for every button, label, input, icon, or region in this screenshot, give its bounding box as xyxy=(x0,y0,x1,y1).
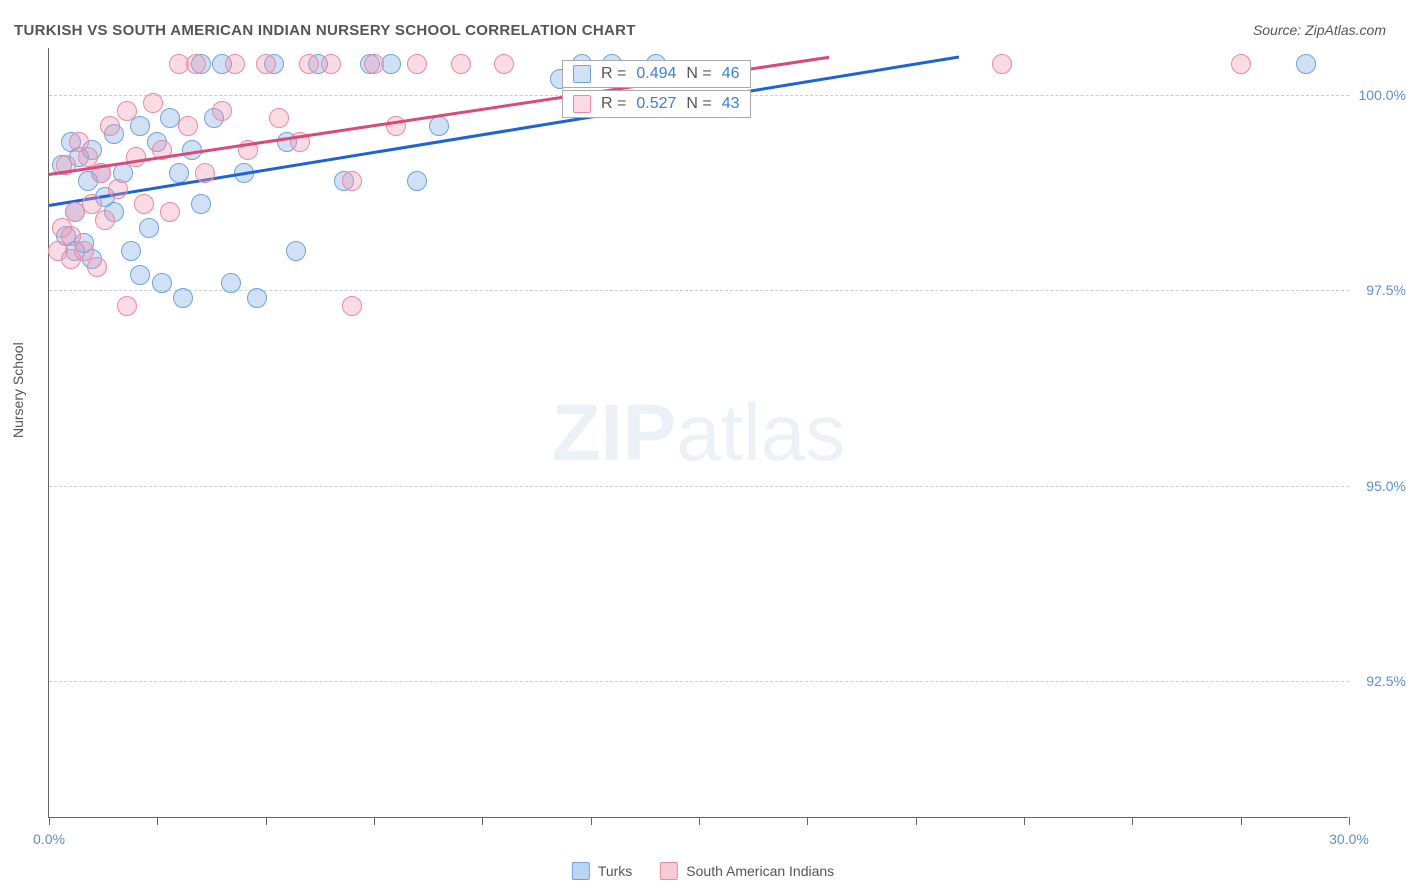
x-tick xyxy=(1349,817,1350,825)
data-point xyxy=(126,147,146,167)
y-tick-label: 97.5% xyxy=(1366,282,1406,298)
stats-r-label: R = xyxy=(601,65,626,83)
data-point xyxy=(321,54,341,74)
stats-n-value: 46 xyxy=(722,65,740,83)
y-tick-label: 95.0% xyxy=(1366,478,1406,494)
watermark-bold: ZIP xyxy=(552,388,676,477)
data-point xyxy=(186,54,206,74)
x-tick xyxy=(591,817,592,825)
plot-area: ZIPatlas 92.5%95.0%97.5%100.0%0.0%30.0% xyxy=(48,48,1348,818)
x-tick-label: 0.0% xyxy=(33,831,65,847)
gridline xyxy=(49,681,1349,682)
x-tick xyxy=(916,817,917,825)
y-tick-label: 92.5% xyxy=(1366,673,1406,689)
data-point xyxy=(117,296,137,316)
x-tick-label: 30.0% xyxy=(1329,831,1369,847)
stats-n-label: N = xyxy=(686,95,711,113)
data-point xyxy=(191,194,211,214)
data-point xyxy=(451,54,471,74)
stats-box: R = 0.494 N = 46 xyxy=(562,60,751,88)
data-point xyxy=(1296,54,1316,74)
data-point xyxy=(130,265,150,285)
data-point xyxy=(381,54,401,74)
stats-n-value: 43 xyxy=(722,95,740,113)
x-tick xyxy=(157,817,158,825)
data-point xyxy=(121,241,141,261)
data-point xyxy=(169,163,189,183)
legend-bottom: Turks South American Indians xyxy=(572,862,834,880)
data-point xyxy=(108,179,128,199)
x-tick xyxy=(1024,817,1025,825)
legend-swatch xyxy=(572,862,590,880)
gridline xyxy=(49,290,1349,291)
data-point xyxy=(95,210,115,230)
data-point xyxy=(407,54,427,74)
data-point xyxy=(407,171,427,191)
legend-item: South American Indians xyxy=(660,862,834,880)
stats-r-value: 0.494 xyxy=(636,65,676,83)
stats-r-label: R = xyxy=(601,95,626,113)
data-point xyxy=(173,288,193,308)
x-tick xyxy=(49,817,50,825)
data-point xyxy=(225,54,245,74)
data-point xyxy=(100,116,120,136)
data-point xyxy=(247,288,267,308)
chart-container: TURKISH VS SOUTH AMERICAN INDIAN NURSERY… xyxy=(0,0,1406,892)
data-point xyxy=(992,54,1012,74)
data-point xyxy=(342,296,362,316)
y-tick-label: 100.0% xyxy=(1359,87,1406,103)
data-point xyxy=(87,257,107,277)
data-point xyxy=(134,194,154,214)
data-point xyxy=(117,101,137,121)
data-point xyxy=(212,101,232,121)
x-tick xyxy=(374,817,375,825)
y-axis-label: Nursery School xyxy=(10,342,26,438)
x-tick xyxy=(1241,817,1242,825)
data-point xyxy=(494,54,514,74)
watermark-rest: atlas xyxy=(676,388,845,477)
watermark: ZIPatlas xyxy=(552,387,845,479)
data-point xyxy=(221,273,241,293)
data-point xyxy=(269,108,289,128)
data-point xyxy=(195,163,215,183)
legend-label: Turks xyxy=(598,863,632,879)
data-point xyxy=(429,116,449,136)
data-point xyxy=(342,171,362,191)
data-point xyxy=(130,116,150,136)
gridline xyxy=(49,486,1349,487)
stats-r-value: 0.527 xyxy=(636,95,676,113)
data-point xyxy=(160,202,180,222)
data-point xyxy=(364,54,384,74)
x-tick xyxy=(266,817,267,825)
legend-label: South American Indians xyxy=(686,863,834,879)
data-point xyxy=(139,218,159,238)
stats-swatch xyxy=(573,95,591,113)
stats-box: R = 0.527 N = 43 xyxy=(562,90,751,118)
x-tick xyxy=(1132,817,1133,825)
stats-n-label: N = xyxy=(686,65,711,83)
source-label: Source: ZipAtlas.com xyxy=(1253,22,1386,38)
chart-title: TURKISH VS SOUTH AMERICAN INDIAN NURSERY… xyxy=(14,22,636,39)
data-point xyxy=(286,241,306,261)
legend-item: Turks xyxy=(572,862,632,880)
legend-swatch xyxy=(660,862,678,880)
x-tick xyxy=(807,817,808,825)
data-point xyxy=(143,93,163,113)
data-point xyxy=(256,54,276,74)
data-point xyxy=(152,273,172,293)
data-point xyxy=(178,116,198,136)
data-point xyxy=(1231,54,1251,74)
x-tick xyxy=(482,817,483,825)
data-point xyxy=(299,54,319,74)
stats-swatch xyxy=(573,65,591,83)
x-tick xyxy=(699,817,700,825)
